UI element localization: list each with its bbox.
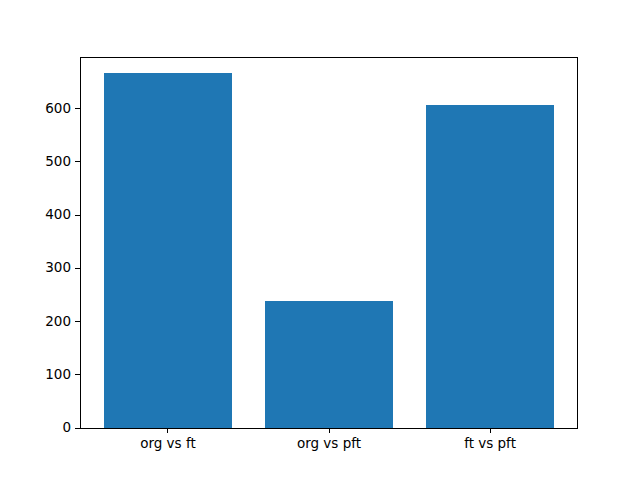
y-tick-mark: [75, 161, 80, 162]
x-tick-mark: [490, 428, 491, 433]
y-tick-mark: [75, 215, 80, 216]
y-tick-mark: [75, 321, 80, 322]
y-tick-mark: [75, 374, 80, 375]
y-tick-label: 300: [45, 262, 71, 276]
plot-area: 0100200300400500600org vs ftorg vs pftft…: [80, 57, 578, 429]
bar-ft-vs-pft: [426, 105, 555, 428]
y-tick-label: 0: [62, 421, 71, 435]
bar-org-vs-ft: [104, 73, 233, 428]
y-tick-label: 500: [45, 155, 71, 169]
x-tick-label-ft-vs-pft: ft vs pft: [464, 437, 516, 451]
y-tick-mark: [75, 428, 80, 429]
bar-org-vs-pft: [265, 301, 394, 428]
x-tick-label-org-vs-pft: org vs pft: [297, 437, 361, 451]
y-tick-mark: [75, 268, 80, 269]
x-tick-mark: [329, 428, 330, 433]
y-tick-label: 100: [45, 368, 71, 382]
x-tick-mark: [167, 428, 168, 433]
y-tick-label: 200: [45, 315, 71, 329]
figure: 0 100 200 300 400 500 600 org vs ft org vs pft ft…: [0, 0, 640, 480]
y-tick-mark: [75, 108, 80, 109]
x-tick-label-org-vs-ft: org vs ft: [140, 437, 196, 451]
y-tick-label: 600: [45, 102, 71, 116]
y-tick-label: 400: [45, 208, 71, 222]
